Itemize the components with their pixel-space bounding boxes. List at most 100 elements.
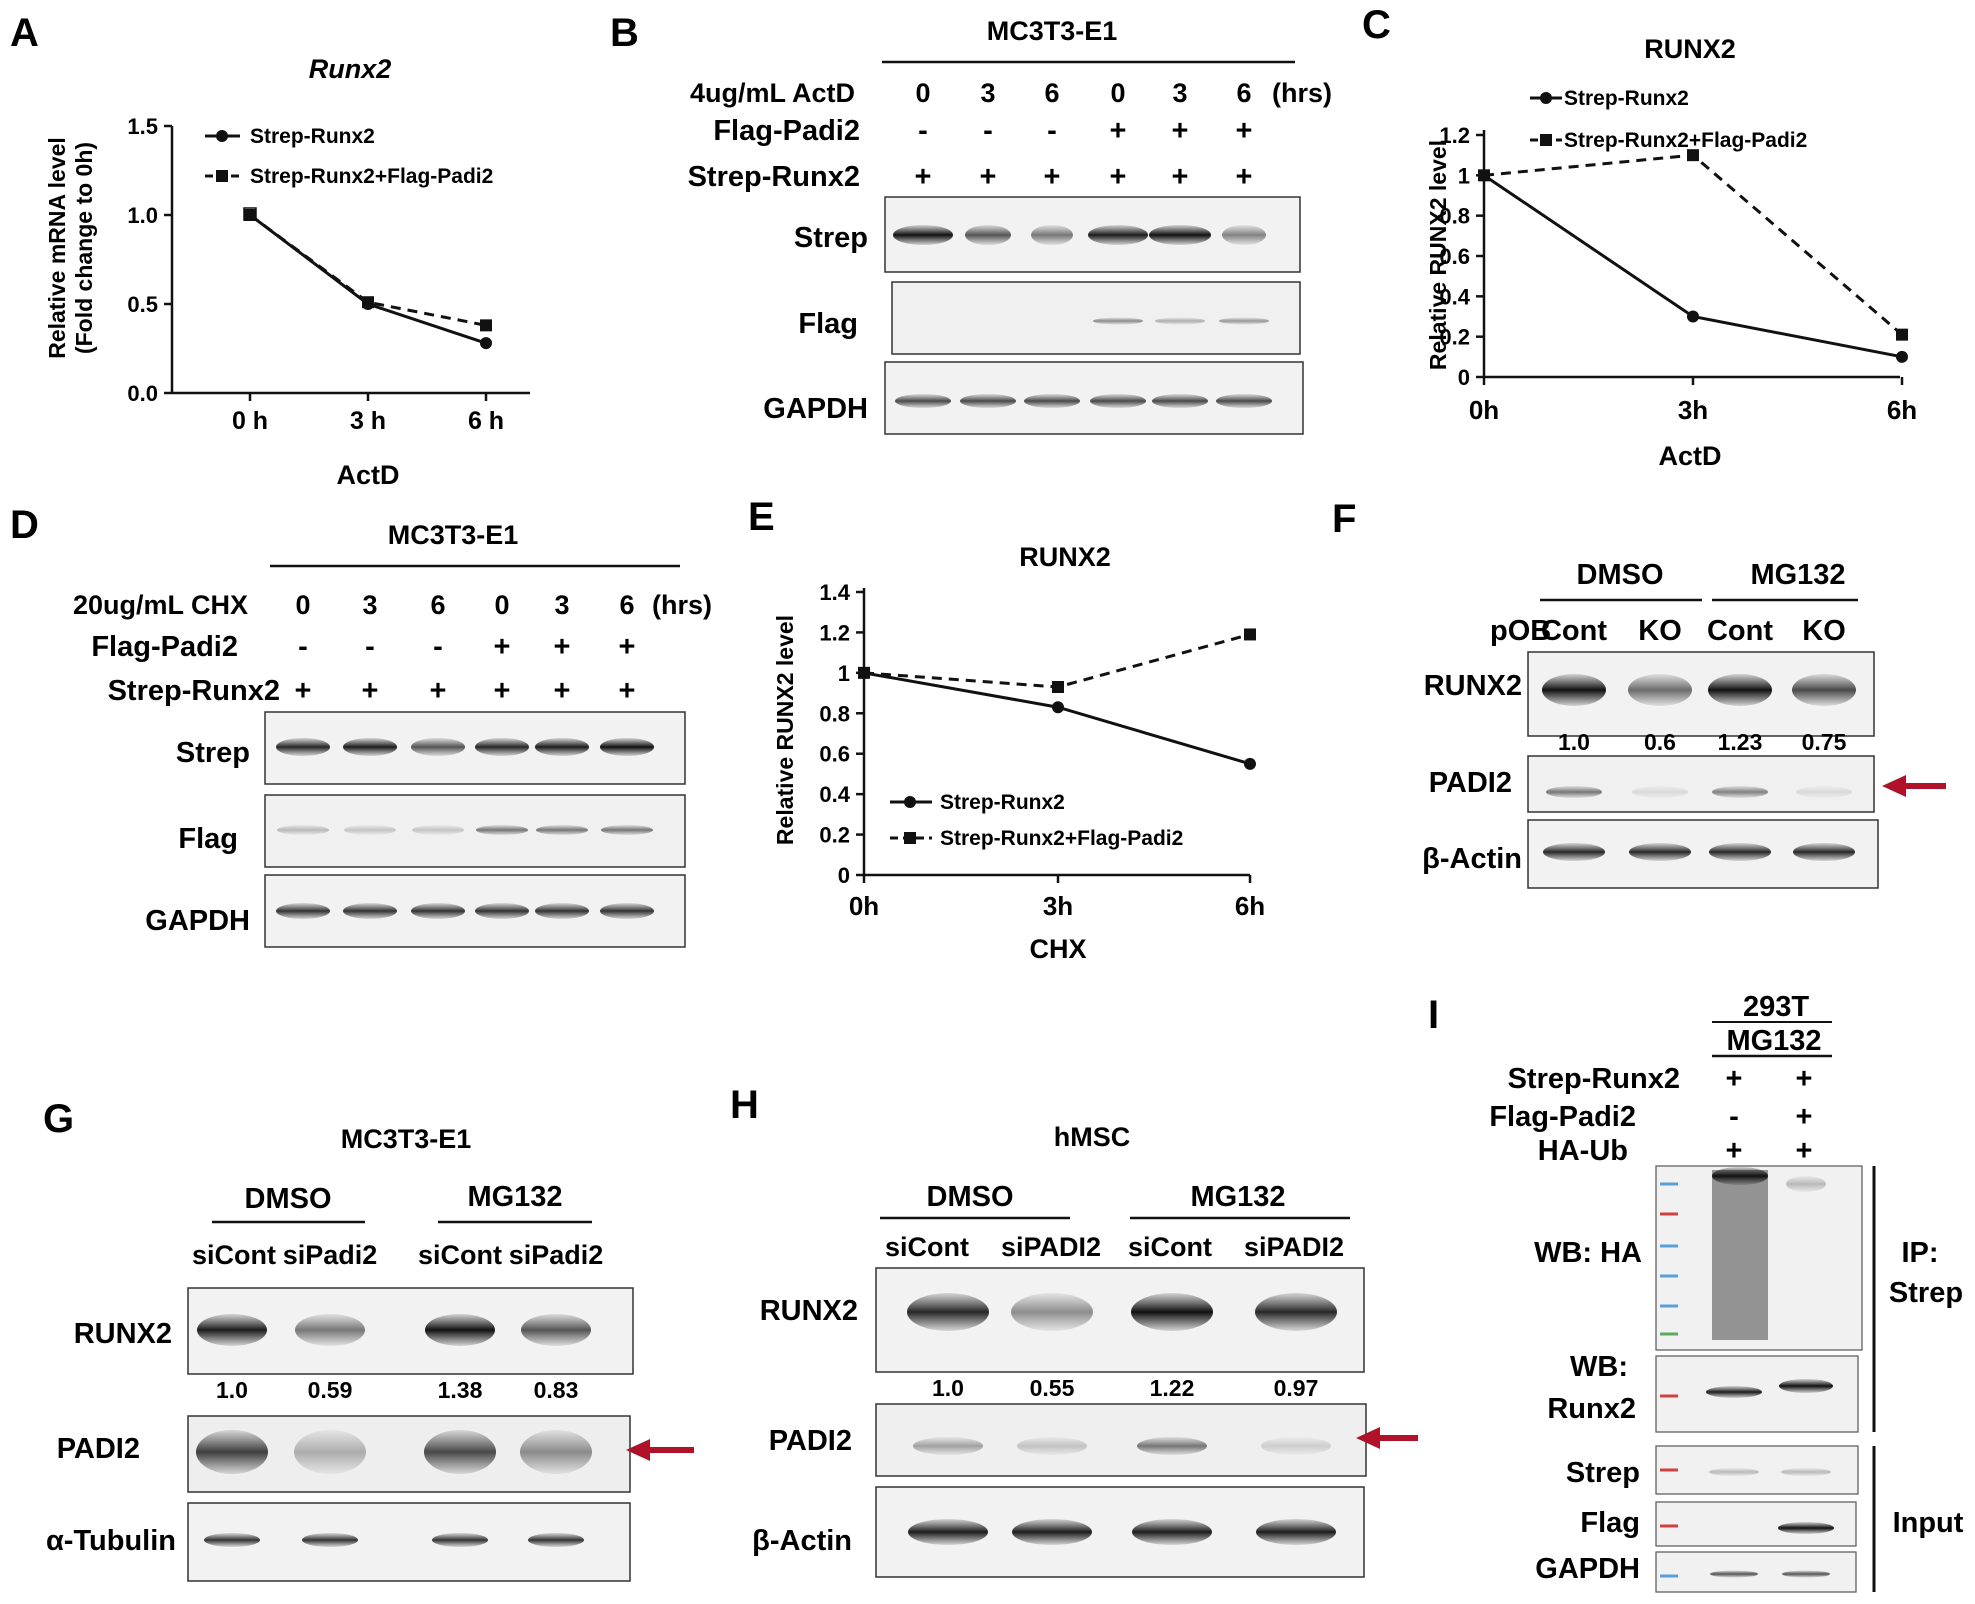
chart-a-xtick-label: 0 h: [232, 407, 268, 435]
blot-b-strep-sign: +: [1044, 161, 1061, 193]
panel-e: E RUNX2 Relative RUNX2 level CHX 0 0.2 0.4…: [748, 495, 1265, 964]
blot-d-label-flag: Flag: [178, 823, 238, 855]
blot-g-label-padi2: PADI2: [57, 1433, 140, 1465]
blot-d-time-label: 6: [430, 590, 445, 620]
chart-c-ytick-label: 0.2: [1439, 325, 1470, 350]
blot-b-treatment: 4ug/mL ActD: [690, 78, 855, 108]
blot-g-lane-label: siCont: [418, 1240, 502, 1270]
chart-e-ytick-label: 1: [838, 661, 850, 686]
blot-d-time-label: 3: [362, 590, 377, 620]
chart-e-legend: Strep-Runx2 Strep-Runx2+Flag-Padi2: [890, 791, 1183, 850]
blot-d-row-flag: Flag-Padi2: [91, 631, 238, 663]
chart-c-ytick-label: 0.6: [1439, 244, 1470, 269]
chart-a-legend-1: Strep-Runx2: [250, 125, 375, 148]
panel-letter-e: E: [748, 495, 775, 539]
chart-a-legend: Strep-Runx2 Strep-Runx2+Flag-Padi2: [205, 125, 493, 188]
blot-d-time-label: 0: [494, 590, 509, 620]
blot-b-row-flag: Flag-Padi2: [713, 115, 860, 147]
blot-b-gapdh-band: [1152, 394, 1208, 408]
blot-d-gapdh-band: [600, 903, 654, 919]
blot-b-flag-sign: -: [1047, 115, 1057, 147]
chart-a-ytick-label: 0.0: [127, 381, 158, 406]
blot-b-flag-sign: -: [983, 115, 993, 147]
chart-a-xlabel: ActD: [336, 460, 399, 490]
blot-h-lanes: siCont siPADI2 siCont siPADI2: [885, 1232, 1344, 1262]
blot-h-lane-label: siCont: [1128, 1232, 1212, 1262]
blot-b-gapdh-band: [1216, 394, 1272, 408]
chart-c-series-2-line: [1483, 153, 1903, 336]
panel-letter-i: I: [1428, 993, 1439, 1037]
blot-i-sign: +: [1726, 1135, 1743, 1167]
chart-a-ylabel-2: (Fold change to 0h): [71, 142, 97, 354]
chart-e-legend-1: Strep-Runx2: [940, 791, 1065, 814]
blot-b-cell-line: MC3T3-E1: [987, 16, 1118, 46]
blot-h-bands: [907, 1293, 1337, 1545]
blot-i-sign: +: [1726, 1063, 1743, 1095]
blot-f-group-dmso: DMSO: [1577, 559, 1664, 591]
chart-a-series-2-line: [249, 213, 487, 327]
blot-g-quant-value: 1.0: [216, 1377, 248, 1403]
chart-e-point: [858, 666, 870, 679]
blot-d-strep-band: [343, 738, 397, 756]
chart-c-point: [1896, 350, 1908, 363]
chart-a-ylabel-1: Relative mRNA level: [44, 137, 70, 359]
chart-c-xlabel: ActD: [1658, 441, 1721, 471]
blot-g-runx2-band: [295, 1314, 365, 1346]
blot-b-strep-band: [1031, 225, 1073, 245]
chart-e-ytick-label: 0.2: [819, 823, 850, 848]
blot-b-flag-sign: +: [1172, 115, 1189, 147]
blot-i-runx2-band: [1779, 1379, 1833, 1393]
blot-i-treatment: MG132: [1726, 1025, 1821, 1057]
chart-e-series-2-line: [863, 633, 1251, 689]
chart-a-title: Runx2: [309, 54, 392, 84]
blot-b-strep-sign: +: [1110, 161, 1127, 193]
blot-i-bands: [1660, 1167, 1834, 1578]
chart-a-xtick-label: 6 h: [468, 407, 504, 435]
blot-f-actin-band: [1629, 843, 1691, 861]
blot-b-label-strep: Strep: [794, 222, 868, 254]
chart-e-ytick-label: 1.4: [819, 580, 850, 605]
blot-f-quant: 1.0 0.6 1.23 0.75: [1558, 729, 1847, 755]
blot-g-quant: 1.0 0.59 1.38 0.83: [216, 1377, 578, 1403]
blot-i-strep-band: [1781, 1468, 1831, 1476]
blot-b-strep-sign: +: [1236, 161, 1253, 193]
blot-i-wb-runx2-1: WB:: [1570, 1351, 1628, 1383]
blot-d-bands: [276, 738, 654, 919]
blot-d-time-label: 3: [554, 590, 569, 620]
blot-h-runx2-band: [1255, 1293, 1337, 1331]
blot-i-sign: +: [1796, 1063, 1813, 1095]
chart-c-ytick-label: 0.8: [1439, 204, 1470, 229]
chart-e-point: [1052, 681, 1064, 694]
blot-h-arrow-icon: [1356, 1427, 1418, 1449]
chart-a-error-bar: [243, 207, 257, 221]
blot-b-strep-sign: +: [1172, 161, 1189, 193]
blot-h-runx2-band: [907, 1293, 989, 1331]
chart-a-point: [480, 319, 492, 332]
blot-b-strep-band: [893, 225, 953, 245]
chart-e-ytick-label: 1.2: [819, 620, 850, 645]
chart-e-point: [1244, 628, 1256, 641]
blot-g-quant-value: 1.38: [438, 1377, 483, 1403]
blot-h-label-actin: β-Actin: [752, 1525, 852, 1557]
panel-a: A Runx2 Relative mRNA level (Fold change…: [10, 11, 530, 490]
chart-a-ytick-label: 1.0: [127, 203, 158, 228]
blot-g-label-runx2: RUNX2: [74, 1318, 172, 1350]
chart-c-point: [1896, 328, 1908, 341]
blot-h-quant-value: 0.55: [1030, 1375, 1075, 1401]
chart-e-title: RUNX2: [1019, 542, 1111, 572]
chart-a-ytick-label: 0.5: [127, 292, 158, 317]
blot-h-lane-label: siPADI2: [1244, 1232, 1344, 1262]
panel-letter-h: H: [730, 1083, 759, 1127]
blot-d-strep-band: [276, 738, 330, 756]
chart-e-ytick-label: 0.4: [819, 782, 850, 807]
panel-letter-g: G: [43, 1097, 74, 1141]
blot-f-actin-band: [1543, 843, 1605, 861]
chart-e-xtick-label: 3h: [1043, 891, 1073, 921]
panel-f: F DMSO MG132 pOB Cont KO Cont KO RUNX2 PADI…: [1332, 497, 1946, 889]
blot-h-actin-band: [1012, 1519, 1092, 1545]
blot-h-quant-value: 0.97: [1274, 1375, 1319, 1401]
blot-d-flag-band: [344, 825, 396, 835]
blot-h-group-mg132: MG132: [1190, 1181, 1285, 1213]
blot-d-flag-band: [412, 825, 464, 835]
